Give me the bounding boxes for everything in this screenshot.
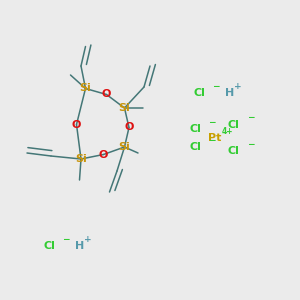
Text: Cl: Cl [194,88,206,98]
Text: Cl: Cl [44,241,56,251]
Text: Si: Si [118,103,130,113]
Text: H: H [225,88,234,98]
Text: −: − [208,136,215,145]
Text: Cl: Cl [189,142,201,152]
Text: O: O [72,119,81,130]
Text: Pt: Pt [208,133,222,143]
Text: −: − [212,82,220,91]
Text: +: + [234,82,242,91]
Text: Cl: Cl [228,119,240,130]
Text: Si: Si [80,83,92,94]
Text: Cl: Cl [189,124,201,134]
Text: 4+: 4+ [222,127,233,136]
Text: −: − [247,113,254,122]
Text: O: O [99,149,108,160]
Text: −: − [62,235,70,244]
Text: Cl: Cl [228,146,240,157]
Text: O: O [102,89,111,100]
Text: −: − [247,140,254,149]
Text: Si: Si [118,142,130,152]
Text: O: O [124,122,134,133]
Text: +: + [84,235,92,244]
Text: Si: Si [75,154,87,164]
Text: −: − [208,118,215,127]
Text: H: H [75,241,84,251]
